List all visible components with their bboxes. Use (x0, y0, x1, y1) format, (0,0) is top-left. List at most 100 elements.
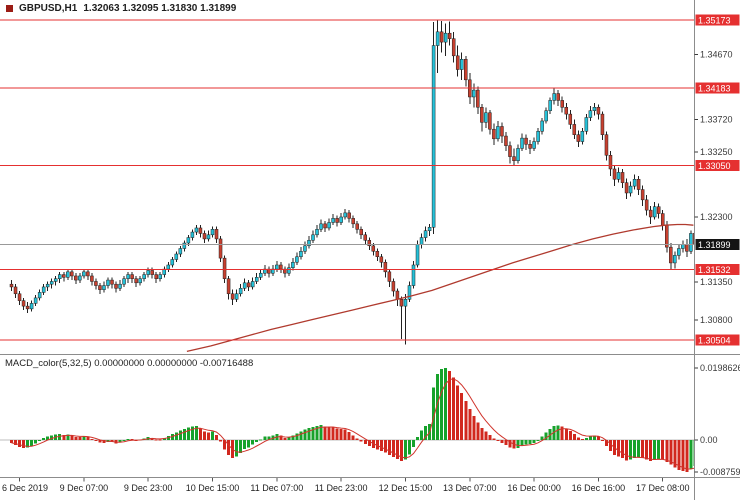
time-axis-label: 17 Dec 08:00 (636, 483, 690, 493)
macd-histogram-bar (223, 440, 227, 450)
macd-histogram-bar (520, 440, 524, 446)
candle-bear (560, 100, 564, 108)
candle-bull (238, 288, 243, 295)
candle-bear (600, 113, 605, 135)
candle-bear (500, 126, 504, 137)
macd-histogram-bar (492, 438, 496, 440)
candle-bull (166, 264, 171, 270)
time-axis-label: 16 Dec 00:00 (507, 483, 561, 493)
macd-histogram-bar (359, 440, 363, 442)
price-pane[interactable] (0, 19, 696, 353)
macd-histogram-bar (649, 440, 653, 462)
candle-bull (275, 264, 279, 270)
candle-bull (431, 45, 436, 228)
candle-bear (222, 257, 227, 279)
candle-bull (516, 148, 520, 161)
macd-histogram-bar (182, 429, 186, 440)
price-axis-label: 1.31350 (700, 277, 733, 287)
macd-histogram-bar (339, 429, 343, 440)
macd-histogram-bar (170, 434, 174, 440)
macd-histogram-bar (150, 437, 154, 440)
candle-bull (343, 212, 347, 218)
candle-bear (476, 89, 480, 108)
macd-histogram-bar (263, 436, 267, 440)
candle-bull (435, 31, 440, 46)
indicator-axis[interactable]: 0.0198626 0.00 -0.0087590 (694, 363, 740, 477)
macd-histogram-bar (568, 430, 572, 440)
macd-histogram-bar (38, 440, 42, 441)
candle-bull (53, 278, 58, 282)
candle-bull (403, 299, 408, 307)
candle-bear (226, 278, 231, 295)
candle-bear (62, 274, 66, 278)
candle-bull (186, 237, 191, 244)
candle-bull (182, 242, 187, 249)
candle-bull (291, 261, 295, 268)
candle-bull (407, 285, 412, 300)
candle-bear (656, 206, 661, 214)
level-price-label: 1.35173 (698, 15, 731, 25)
macd-histogram-bar (657, 440, 661, 459)
level-price-label-box (695, 82, 740, 94)
macd-histogram-bar (693, 440, 694, 467)
candle-bull (652, 206, 657, 218)
price-axis[interactable]: 1.34670 1.33720 1.33250 1.32300 1.31350 1.308… (694, 14, 740, 346)
price-axis-label: 1.32300 (700, 212, 733, 222)
candle-bear (202, 233, 207, 240)
candle-bull (206, 234, 211, 240)
candle-bull (49, 281, 54, 285)
candle-bear (620, 172, 625, 183)
candle-bear (468, 79, 472, 98)
macd-histogram-bar (271, 435, 275, 440)
macd-histogram-bar (331, 426, 335, 440)
candle-bull (126, 274, 130, 279)
macd-histogram-bar (665, 440, 669, 462)
price-axis-label: 1.33720 (700, 115, 733, 125)
candle-bull (146, 270, 150, 275)
candle-bear (612, 168, 617, 180)
candle-bear (130, 274, 134, 279)
macd-histogram-bar (343, 429, 347, 440)
macd-histogram-bar (190, 426, 194, 440)
macd-histogram-bar (399, 440, 403, 462)
candle-bear (568, 113, 573, 125)
candle-bear (279, 264, 283, 270)
candle-bull (616, 172, 621, 180)
time-axis[interactable]: 6 Dec 2019 9 Dec 07:00 9 Dec 23:00 10 Dec 1… (2, 478, 690, 493)
candle-bear (685, 244, 689, 252)
macd-signal-line (11, 378, 694, 470)
candle-bull (423, 230, 428, 238)
macd-histogram-bar (235, 440, 239, 457)
ohlc-values: 1.32063 1.32095 1.31830 1.31899 (83, 3, 237, 14)
macd-histogram-bar (311, 426, 315, 440)
candle-bull (263, 268, 267, 274)
macd-histogram-bar (375, 440, 379, 450)
macd-histogram-bar (580, 438, 584, 440)
macd-histogram-bar (500, 440, 504, 443)
macd-histogram-bar (464, 400, 468, 440)
macd-histogram-bar (544, 432, 548, 440)
macd-histogram-bar (299, 431, 303, 440)
candle-bull (588, 110, 593, 118)
macd-histogram-bar (432, 387, 436, 440)
macd-histogram-bar (436, 373, 440, 440)
macd-histogram-bar (58, 434, 62, 440)
macd-histogram-bar (532, 440, 536, 443)
ma-line (186, 223, 694, 353)
macd-pane[interactable] (0, 367, 696, 472)
macd-histogram-bar (448, 371, 452, 440)
macd-histogram-bar (90, 438, 94, 440)
candle-bull (33, 297, 38, 304)
symbol-title: GBPUSD,H1 (19, 3, 78, 14)
candle-bull (271, 268, 275, 274)
current-price-label: 1.31899 (698, 240, 731, 250)
macd-histogram-bar (70, 435, 74, 440)
candle-bull (250, 281, 255, 288)
macd-histogram-bar (383, 440, 387, 453)
candle-bear (512, 156, 516, 161)
candle-bull (307, 240, 311, 247)
candle-bull (295, 256, 299, 263)
